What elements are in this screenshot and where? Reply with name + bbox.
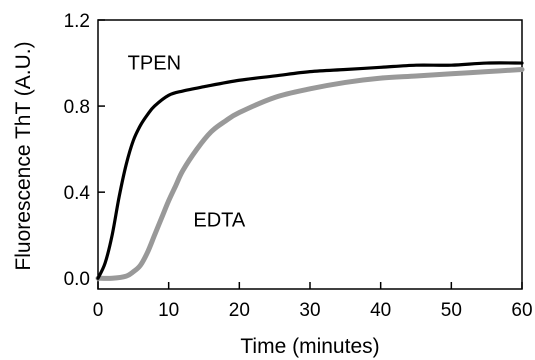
y-axis-title: Fluorescence ThT (A.U.) bbox=[12, 41, 35, 270]
x-axis-tick-labels: 0 10 20 30 40 50 60 bbox=[93, 300, 533, 321]
x-tick-label-40: 40 bbox=[370, 300, 391, 321]
series-line-edta bbox=[95, 67, 525, 281]
annotation-edta: EDTA bbox=[193, 210, 246, 232]
y-axis-tick-labels: 0.0 0.4 0.8 1.2 bbox=[64, 11, 91, 290]
series-line-tpen bbox=[96, 61, 524, 280]
series-group bbox=[95, 61, 525, 281]
annotation-tpen: TPEN bbox=[128, 52, 181, 74]
x-tick-label-30: 30 bbox=[299, 300, 320, 321]
x-tick-label-50: 50 bbox=[441, 300, 462, 321]
y-axis-ticks bbox=[98, 19, 105, 279]
y-tick-label-0-4: 0.4 bbox=[64, 183, 91, 204]
y-tick-label-0-8: 0.8 bbox=[64, 97, 90, 118]
x-axis-title: Time (minutes) bbox=[240, 335, 379, 358]
x-axis-ticks bbox=[97, 282, 523, 289]
x-tick-label-60: 60 bbox=[511, 300, 532, 321]
x-tick-label-10: 10 bbox=[158, 300, 179, 321]
series-annotations: TPEN EDTA bbox=[128, 52, 246, 231]
y-tick-label-0: 0.0 bbox=[64, 269, 90, 290]
x-tick-label-20: 20 bbox=[229, 300, 250, 321]
y-tick-label-1-2: 1.2 bbox=[64, 11, 90, 32]
x-tick-label-0: 0 bbox=[93, 300, 104, 321]
